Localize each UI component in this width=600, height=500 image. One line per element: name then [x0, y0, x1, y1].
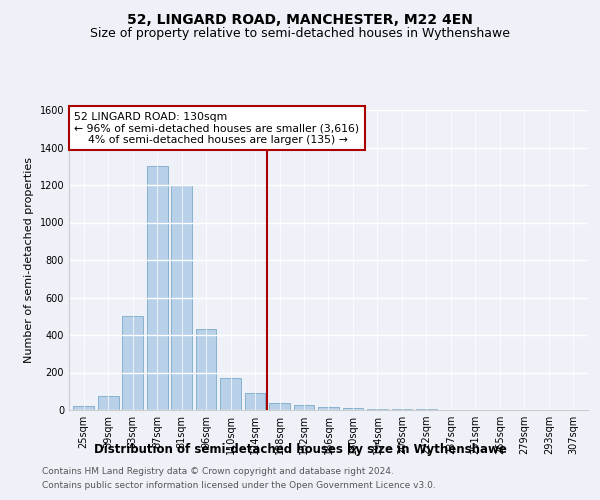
Text: Size of property relative to semi-detached houses in Wythenshawe: Size of property relative to semi-detach… — [90, 28, 510, 40]
Bar — [196, 330, 217, 410]
Bar — [171, 185, 192, 410]
Bar — [293, 406, 314, 410]
Text: Contains public sector information licensed under the Open Government Licence v3: Contains public sector information licen… — [42, 481, 436, 490]
Bar — [122, 316, 143, 410]
Bar — [147, 166, 167, 410]
Bar — [98, 396, 119, 410]
Bar — [269, 404, 290, 410]
Bar — [343, 408, 364, 410]
Bar — [220, 378, 241, 410]
Text: Contains HM Land Registry data © Crown copyright and database right 2024.: Contains HM Land Registry data © Crown c… — [42, 467, 394, 476]
Bar — [367, 409, 388, 410]
Text: 52, LINGARD ROAD, MANCHESTER, M22 4EN: 52, LINGARD ROAD, MANCHESTER, M22 4EN — [127, 12, 473, 26]
Bar — [318, 407, 339, 410]
Bar — [73, 406, 94, 410]
Bar — [245, 393, 265, 410]
Text: Distribution of semi-detached houses by size in Wythenshawe: Distribution of semi-detached houses by … — [94, 442, 506, 456]
Bar — [392, 409, 412, 410]
Y-axis label: Number of semi-detached properties: Number of semi-detached properties — [24, 157, 34, 363]
Text: 52 LINGARD ROAD: 130sqm
← 96% of semi-detached houses are smaller (3,616)
    4%: 52 LINGARD ROAD: 130sqm ← 96% of semi-de… — [74, 112, 359, 144]
